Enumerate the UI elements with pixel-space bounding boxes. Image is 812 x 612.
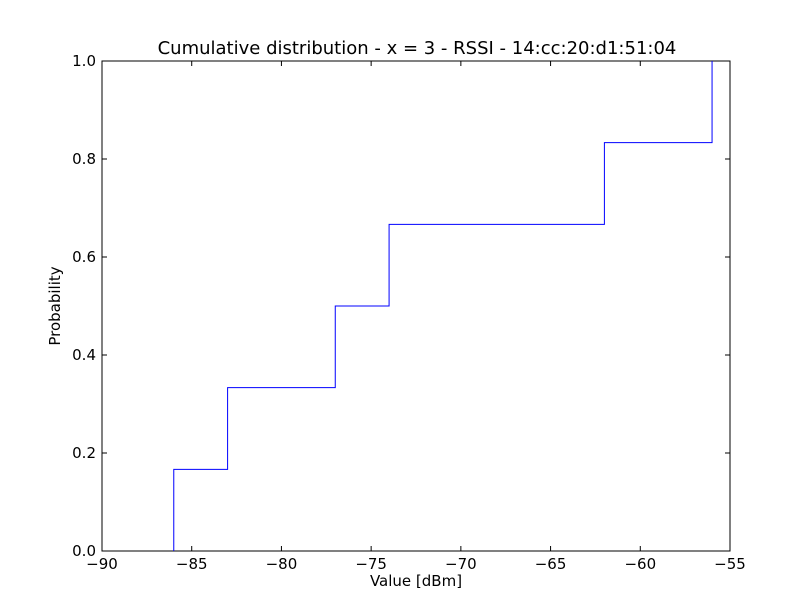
y-tick-label: 1.0 [72,52,96,70]
y-axis: 0.0 0.2 0.4 0.6 0.8 1.0 [72,52,730,560]
x-tick-label: −55 [714,555,746,573]
y-axis-label: Probability [46,266,64,345]
x-tick-label: −80 [266,555,298,573]
x-tick-label: −75 [355,555,387,573]
y-tick-label: 0.6 [72,248,96,266]
cdf-step-line [173,61,713,551]
axes-frame [101,60,731,552]
x-axis-label: Value [dBm] [370,572,462,590]
x-tick-label: −85 [176,555,208,573]
y-tick-label: 0.0 [72,542,96,560]
y-tick-label: 0.2 [72,444,96,462]
x-tick-label: −90 [86,555,118,573]
x-tick-label: −60 [624,555,656,573]
x-tick-label: −65 [535,555,567,573]
y-tick-label: 0.8 [72,150,96,168]
y-tick-label: 0.4 [72,346,96,364]
plot-area [101,60,731,552]
chart-title: Cumulative distribution - x = 3 - RSSI -… [158,38,677,59]
x-axis: −90 −85 −80 −75 −70 −65 −60 −55 [86,61,746,573]
x-tick-label: −70 [445,555,477,573]
